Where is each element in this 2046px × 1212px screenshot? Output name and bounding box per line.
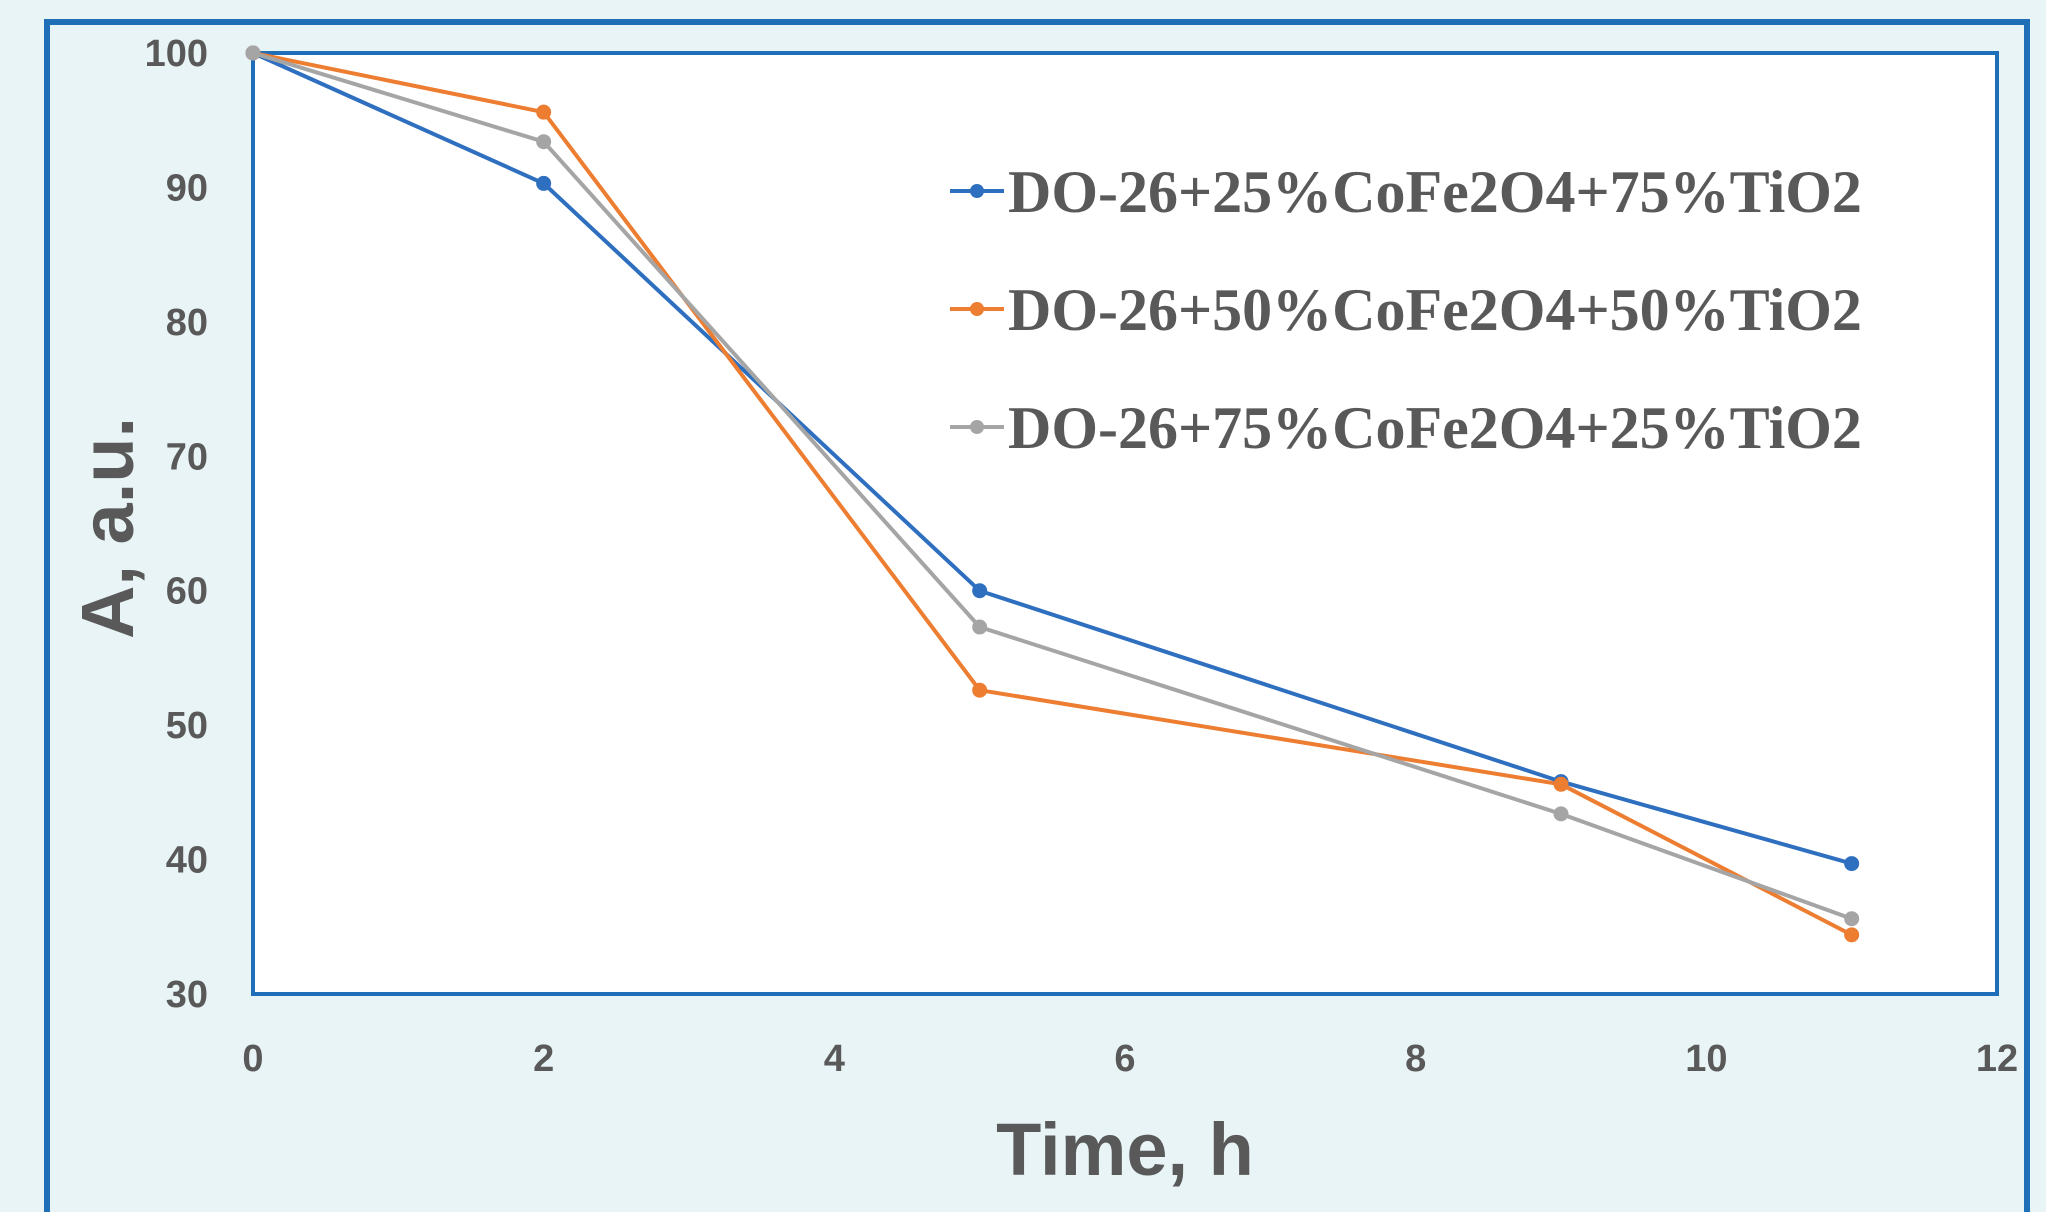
data-point — [1844, 911, 1860, 927]
x-axis-title: Time, h — [996, 1108, 1254, 1191]
y-tick-label: 90 — [166, 167, 208, 209]
x-tick-label: 10 — [1685, 1038, 1727, 1080]
legend-label: DO-26+25%CoFe2O4+75%TiO2 — [1008, 159, 1862, 225]
y-tick-labels: 30 40 50 60 70 80 90 100 — [145, 33, 208, 1016]
data-point — [536, 134, 552, 150]
y-tick-label: 50 — [166, 705, 208, 747]
legend-label: DO-26+50%CoFe2O4+50%TiO2 — [1008, 277, 1862, 343]
x-tick-label: 6 — [1114, 1038, 1135, 1080]
data-point — [1844, 856, 1860, 872]
y-tick-label: 40 — [166, 840, 208, 882]
x-tick-label: 0 — [242, 1038, 263, 1080]
legend-swatch-marker — [970, 420, 984, 434]
x-tick-labels: 0 2 4 6 8 10 12 — [242, 1038, 2018, 1080]
legend-swatch-marker — [970, 302, 984, 316]
data-point — [1553, 776, 1569, 792]
legend: DO-26+25%CoFe2O4+75%TiO2 DO-26+50%CoFe2O4… — [950, 159, 1862, 461]
data-point — [972, 682, 988, 698]
data-point — [1844, 927, 1860, 943]
y-tick-label: 60 — [166, 571, 208, 613]
y-tick-label: 80 — [166, 302, 208, 344]
y-tick-label: 70 — [166, 436, 208, 478]
legend-swatch-marker — [970, 184, 984, 198]
y-tick-label: 30 — [166, 974, 208, 1016]
y-axis-title: A, a.u. — [66, 417, 149, 639]
legend-label: DO-26+75%CoFe2O4+25%TiO2 — [1008, 395, 1862, 461]
x-tick-label: 2 — [533, 1038, 554, 1080]
data-point — [972, 583, 988, 599]
x-tick-label: 8 — [1405, 1038, 1426, 1080]
plot-area — [251, 51, 1999, 996]
series-points — [245, 45, 1860, 943]
y-tick-label: 100 — [145, 33, 208, 75]
chart-frame — [44, 19, 2030, 1212]
data-point — [245, 45, 261, 61]
x-tick-label: 4 — [824, 1038, 845, 1080]
data-point — [536, 175, 552, 191]
data-point — [536, 104, 552, 120]
data-point — [972, 619, 988, 635]
data-point — [1553, 806, 1569, 822]
x-tick-label: 12 — [1976, 1038, 2018, 1080]
